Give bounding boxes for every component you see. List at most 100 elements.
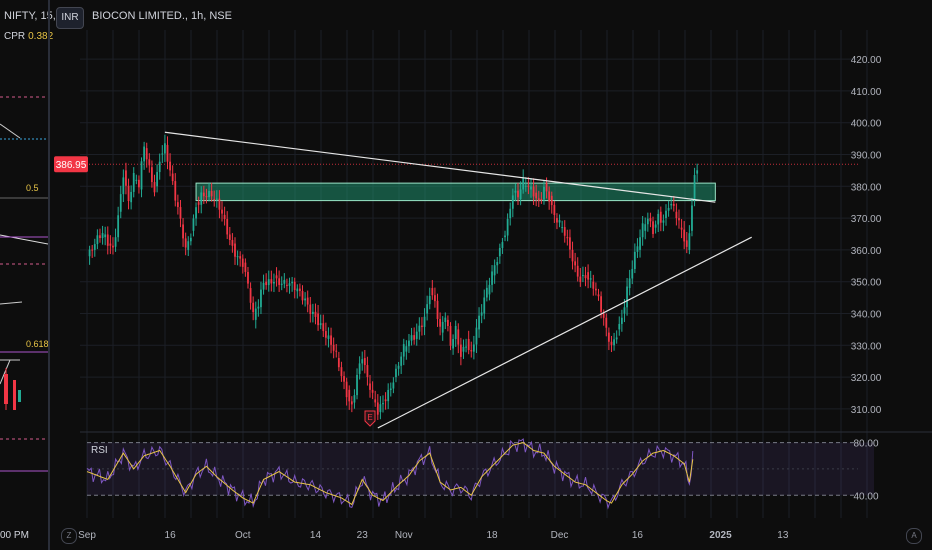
candle-body xyxy=(197,202,200,205)
candle-body xyxy=(350,401,353,405)
candle-body xyxy=(249,288,252,303)
candle-body xyxy=(148,159,151,166)
candle-body xyxy=(602,313,605,318)
candle-body xyxy=(130,191,133,203)
candle-body xyxy=(228,234,231,241)
rsi-label[interactable]: RSI xyxy=(91,445,108,456)
candle-body xyxy=(574,261,577,266)
candle-body xyxy=(301,290,304,301)
price-tick-label: 370.00 xyxy=(851,214,882,225)
candle-body xyxy=(153,182,156,193)
candle-body xyxy=(309,304,312,315)
candle-body xyxy=(504,235,506,238)
price-chart[interactable]: 310.00 320.00 330.00 340.00 350.00 360.00 370.… xyxy=(50,0,932,550)
candle-body xyxy=(306,297,309,305)
candle-body xyxy=(421,325,423,327)
candle-body xyxy=(597,294,600,297)
candle-body xyxy=(231,240,234,246)
candle-body xyxy=(174,181,177,201)
candle-body xyxy=(353,395,356,403)
candle-body xyxy=(517,190,519,198)
candle-body xyxy=(665,210,667,219)
candle-body xyxy=(483,297,486,314)
candle-body xyxy=(543,186,545,200)
candle-body xyxy=(247,271,249,284)
time-axis-label: 13 xyxy=(777,530,789,541)
candle-body xyxy=(571,249,574,262)
candle-body xyxy=(540,199,543,201)
candle-body xyxy=(470,350,473,352)
candle-body xyxy=(337,358,340,368)
currency-chip[interactable]: INR xyxy=(56,7,84,29)
candle-body xyxy=(439,318,442,327)
candle-body xyxy=(600,296,602,312)
candle-body xyxy=(392,382,395,389)
candle-body xyxy=(561,227,564,229)
candle-body xyxy=(127,185,130,202)
candle-body xyxy=(402,344,405,357)
candle-body xyxy=(400,356,403,366)
candle-body xyxy=(434,295,436,302)
candle-body xyxy=(514,190,517,193)
candle-body xyxy=(200,192,203,205)
symbol-title[interactable]: BIOCON LIMITED., 1h, NSE xyxy=(92,10,232,22)
candle-body xyxy=(202,192,205,197)
pane-divider[interactable] xyxy=(48,0,50,550)
candle-body xyxy=(358,363,361,374)
candle-body xyxy=(275,275,278,279)
candle-body xyxy=(374,399,377,403)
candle-body xyxy=(304,298,306,301)
candle-body xyxy=(158,161,161,173)
upper-trendline xyxy=(164,131,716,203)
candle-body xyxy=(226,219,229,235)
candle-body xyxy=(449,326,452,346)
price-tick-label: 310.00 xyxy=(851,405,882,416)
lower-trendline xyxy=(377,236,752,429)
candle-body xyxy=(620,317,623,324)
candle-body xyxy=(278,278,281,285)
candle-body xyxy=(522,177,525,190)
candle-body xyxy=(511,195,514,209)
candle-body xyxy=(607,332,610,342)
candle-body xyxy=(151,167,153,183)
candle-body xyxy=(426,304,429,314)
candle-body xyxy=(527,185,530,187)
zoom-button[interactable]: Z xyxy=(61,528,77,544)
candle-body xyxy=(324,331,327,338)
candle-body xyxy=(415,331,418,339)
candle-body xyxy=(418,325,421,332)
candle-body xyxy=(192,218,195,231)
price-tick-label: 420.00 xyxy=(851,55,882,66)
candle-body xyxy=(605,317,608,328)
candle-body xyxy=(537,198,540,201)
main-chart-pane[interactable]: 310.00 320.00 330.00 340.00 350.00 360.00 370.… xyxy=(50,0,932,550)
left-chart-pane[interactable]: NIFTY, 15, CPR 0.382 0.5 0.618 00 PM xyxy=(0,0,56,550)
candle-body xyxy=(218,198,221,210)
candle-body xyxy=(659,211,662,223)
time-axis-label: Nov xyxy=(395,530,413,541)
candle-body xyxy=(96,235,99,245)
candle-body xyxy=(114,237,117,247)
candle-body xyxy=(387,389,390,402)
candle-body xyxy=(187,241,190,250)
candle-body xyxy=(558,220,561,223)
candle-body xyxy=(569,237,571,250)
candle-body xyxy=(462,346,465,352)
earnings-marker-glyph: E xyxy=(367,413,372,422)
time-axis-label: 16 xyxy=(165,530,177,541)
candle-body xyxy=(236,256,239,258)
candle-body xyxy=(293,281,296,291)
candle-body xyxy=(587,272,590,280)
candle-body xyxy=(626,286,628,308)
candle-body xyxy=(371,389,374,393)
auto-scale-button[interactable]: A xyxy=(906,528,922,544)
candle-body xyxy=(444,317,447,322)
price-tick-label: 400.00 xyxy=(851,119,882,130)
candle-body xyxy=(646,218,649,225)
candle-body xyxy=(161,153,164,155)
candle-body xyxy=(345,381,348,398)
candle-body xyxy=(109,243,112,246)
candle-body xyxy=(182,224,184,239)
candle-body xyxy=(530,186,532,190)
earnings-marker-icon xyxy=(364,410,376,427)
